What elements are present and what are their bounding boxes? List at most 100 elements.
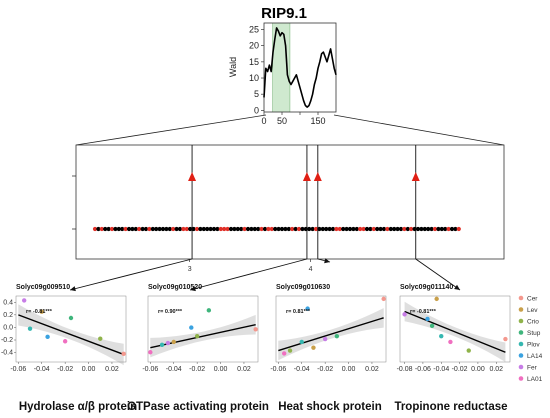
snp-marker-dot xyxy=(103,226,108,232)
plot-frame xyxy=(275,295,387,363)
x-tick-label: 0.00 xyxy=(342,366,356,373)
snp-marker-dot xyxy=(96,226,101,232)
snp-marker-dot xyxy=(446,226,451,232)
data-point-la14 xyxy=(45,334,50,340)
snp-marker-dot xyxy=(133,226,138,232)
snp-marker-dot xyxy=(150,226,155,232)
data-point-la01 xyxy=(448,339,453,345)
legend-swatch-la14 xyxy=(518,353,524,358)
x-tick-label: 0.00 xyxy=(214,366,228,373)
snp-marker-dot xyxy=(432,226,438,232)
x-tick-label: -0.06 xyxy=(270,366,286,373)
data-point-crio xyxy=(287,348,293,353)
qtl-title: RIP9.1 xyxy=(261,5,307,22)
snp-marker-dot xyxy=(443,226,448,232)
data-point-fer xyxy=(402,312,407,317)
x-tick-label: -0.04 xyxy=(34,366,50,373)
gene-arrow-line xyxy=(415,258,461,291)
x-tick-label: -0.04 xyxy=(294,366,310,373)
marker-x-tick-label: 4 xyxy=(309,266,313,273)
snp-marker-dot xyxy=(116,226,121,232)
qtl-y-tick-label: 0 xyxy=(254,105,259,115)
gene-arrow-line xyxy=(189,258,308,291)
snp-marker-dot xyxy=(276,226,281,232)
snp-marker-dot xyxy=(300,226,305,232)
snp-marker-dot xyxy=(293,226,298,232)
correlation-annotation: r= -0.81*** xyxy=(410,309,437,315)
regression-line xyxy=(18,314,124,356)
snp-marker-dot xyxy=(235,226,240,232)
snp-marker-dot xyxy=(123,226,128,232)
snp-marker-dot xyxy=(171,226,176,232)
snp-marker-dot xyxy=(191,226,196,232)
x-tick-label: -0.02 xyxy=(452,366,468,373)
snp-marker-dot xyxy=(177,226,183,232)
snp-marker-dot xyxy=(439,226,444,232)
snp-marker-dot xyxy=(313,226,319,232)
data-point-lev xyxy=(434,296,439,302)
x-tick-label: -0.06 xyxy=(10,366,26,373)
qtl-y-tick-label: 15 xyxy=(249,57,259,67)
correlation-annotation: r= 0.90*** xyxy=(158,309,183,315)
legend-swatch-fer xyxy=(518,364,524,370)
legend-swatch-cer xyxy=(518,295,524,301)
snp-marker-dot xyxy=(242,226,247,232)
x-tick-label: 0.02 xyxy=(489,366,503,373)
snp-marker-dot xyxy=(402,226,407,232)
gene-id-title: Solyc09g011140 xyxy=(400,284,453,291)
x-tick-label: -0.06 xyxy=(142,366,158,373)
accession-legend: Cer Lev Crio Stup Plov LA14 Fer LA01 xyxy=(518,295,543,383)
snp-marker-dot xyxy=(198,226,203,232)
y-tick-label: 0.4 xyxy=(3,299,13,306)
qtl-wald-line xyxy=(263,27,337,108)
legend-label-stup: Stup xyxy=(527,330,541,337)
snp-marker-dot xyxy=(283,226,288,232)
x-tick-label: -0.02 xyxy=(57,366,73,373)
data-point-plov xyxy=(27,326,33,331)
gene-arrow-head xyxy=(70,286,76,292)
snp-marker-dot xyxy=(344,226,349,232)
gene-function-caption: GTPase activating protein xyxy=(127,401,269,413)
snp-marker-dot xyxy=(351,226,356,232)
data-point-plov xyxy=(439,333,444,339)
correlation-plot-4: Solyc09g011140 r= -0.81*** -0.08 -0.06 -0.04… xyxy=(394,284,511,413)
y-tick-label: -0.4 xyxy=(1,350,13,357)
gene-arrows xyxy=(69,258,461,292)
data-point-la14 xyxy=(305,306,310,311)
snp-marker-dot xyxy=(269,226,274,232)
snp-marker-dot xyxy=(422,226,427,232)
data-point-stup xyxy=(206,308,212,313)
plot-frame xyxy=(399,295,511,363)
snp-marker-dot xyxy=(130,226,135,232)
data-point-crio xyxy=(466,348,471,353)
snp-marker-dot xyxy=(290,226,295,232)
data-point-cer xyxy=(381,296,386,302)
data-point-cer xyxy=(253,327,258,332)
snp-marker-dot xyxy=(334,226,339,232)
snp-marker-dot xyxy=(371,226,376,232)
snp-marker-dot xyxy=(225,226,230,232)
candidate-gene-marker xyxy=(188,172,197,181)
data-point-cer xyxy=(503,336,508,342)
snp-marker-dot xyxy=(409,226,414,232)
snp-marker-dot xyxy=(449,226,455,232)
snp-marker-dot xyxy=(174,226,179,232)
legend-label-lev: Lev xyxy=(527,307,538,314)
snp-marker-dot xyxy=(286,226,291,232)
snp-marker-dot xyxy=(364,226,370,232)
snp-marker-dot xyxy=(385,226,390,232)
qtl-x-tick-label: 0 xyxy=(261,116,266,126)
snp-marker-dot xyxy=(453,226,458,232)
snp-marker-dot xyxy=(99,226,104,232)
snp-marker-dot xyxy=(140,226,145,232)
x-tick-label: -0.06 xyxy=(415,366,431,373)
data-point-plov xyxy=(299,339,304,345)
snp-marker-dot xyxy=(194,226,200,232)
candidate-gene-marker xyxy=(313,172,322,181)
data-point-la01 xyxy=(62,339,68,344)
snp-marker-dot xyxy=(361,226,366,232)
correlation-plot-3: Solyc09g010630 r= 0.81*** -0.06 -0.04 -0.02 0… xyxy=(270,284,387,413)
snp-marker-dot xyxy=(259,226,264,232)
snp-marker-dot xyxy=(368,226,373,232)
